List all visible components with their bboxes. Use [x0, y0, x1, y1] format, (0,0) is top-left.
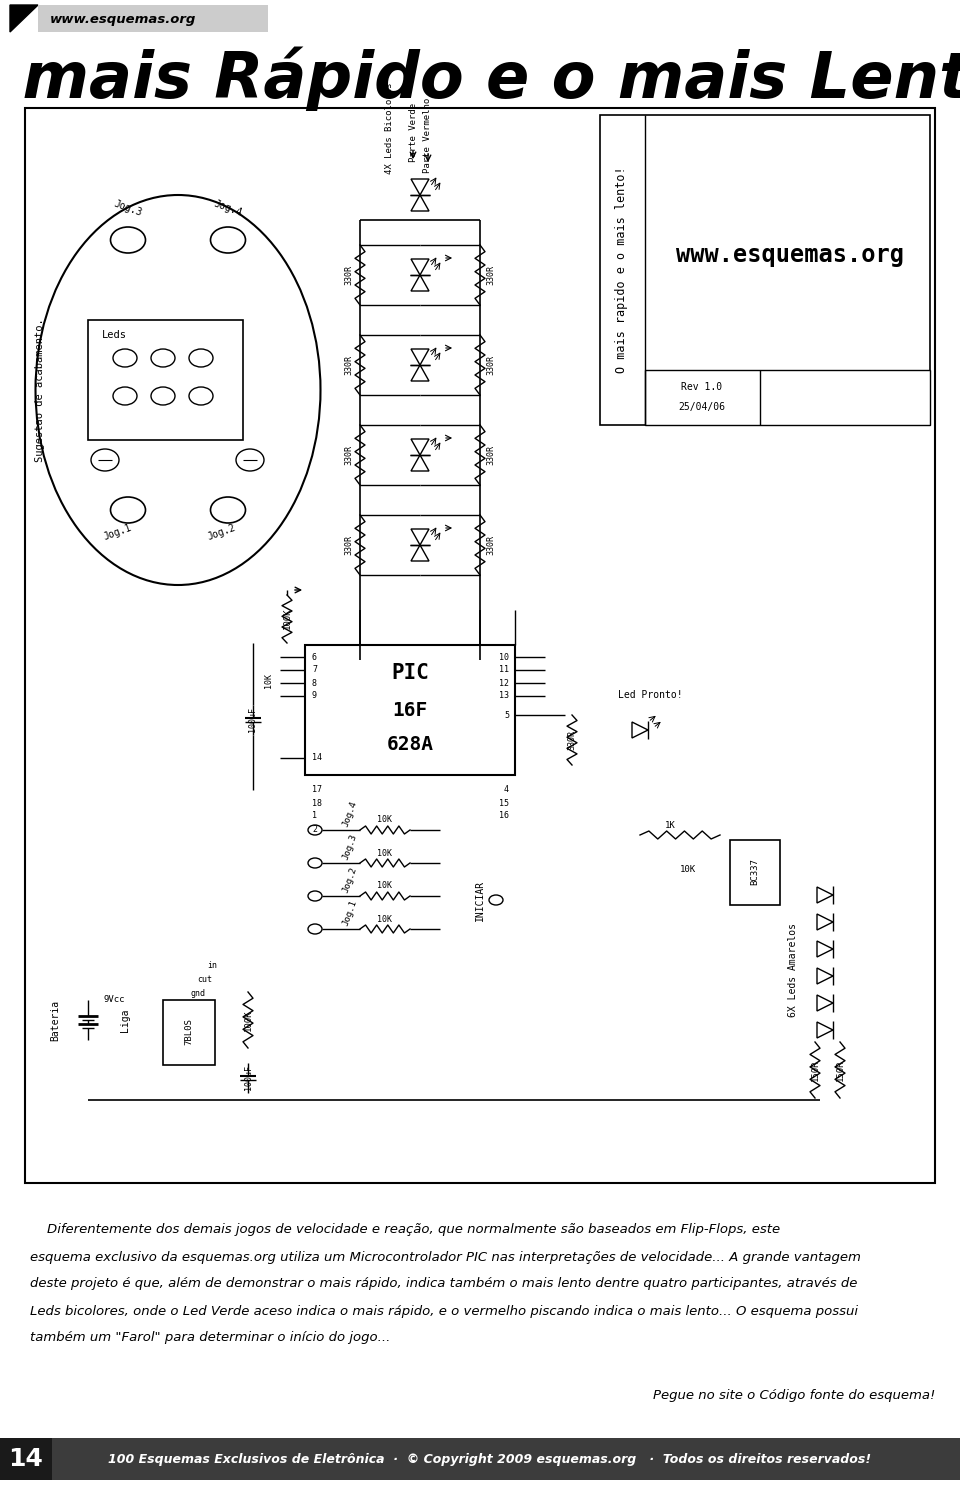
Text: 10K: 10K — [377, 882, 393, 891]
Text: O mais Rápido e o mais Lento: O mais Rápido e o mais Lento — [0, 46, 960, 111]
Text: Jog.2: Jog.2 — [341, 866, 359, 894]
Text: 9: 9 — [312, 692, 317, 701]
Text: 15: 15 — [499, 799, 509, 808]
Text: 16: 16 — [499, 811, 509, 821]
Text: PIC: PIC — [391, 662, 429, 683]
Text: 7: 7 — [312, 665, 317, 674]
Bar — [38, 4, 268, 33]
Text: Jog.3: Jog.3 — [112, 199, 143, 218]
Text: Jog.4: Jog.4 — [212, 199, 244, 218]
Bar — [25, 108, 935, 1184]
Text: Leds: Leds — [102, 330, 127, 340]
Text: Bateria: Bateria — [50, 999, 60, 1041]
Bar — [0, 1437, 960, 1481]
Text: 1: 1 — [312, 811, 317, 821]
Text: Jog.3: Jog.3 — [341, 833, 359, 861]
Text: BC337: BC337 — [751, 858, 759, 885]
Text: 330R: 330R — [567, 731, 577, 750]
Text: www.esquemas.org: www.esquemas.org — [50, 12, 197, 25]
Text: Jog.2: Jog.2 — [206, 523, 237, 542]
Text: 8: 8 — [312, 679, 317, 688]
Bar — [645, 370, 930, 425]
Text: Liga: Liga — [120, 1008, 130, 1032]
Text: 4: 4 — [504, 786, 509, 794]
Bar — [163, 999, 215, 1065]
Text: 330R: 330R — [345, 535, 353, 555]
Text: 1K: 1K — [664, 821, 676, 830]
Text: Jog.4: Jog.4 — [341, 800, 359, 829]
Text: 100uF: 100uF — [249, 707, 257, 732]
Text: Pegue no site o Código fonte do esquema!: Pegue no site o Código fonte do esquema! — [653, 1388, 935, 1402]
Bar — [88, 319, 243, 440]
Bar — [0, 1437, 52, 1481]
Text: 330R: 330R — [487, 535, 495, 555]
Text: 25/04/06: 25/04/06 — [679, 402, 726, 411]
Text: deste projeto é que, além de demonstrar o mais rápido, indica também o mais lent: deste projeto é que, além de demonstrar … — [30, 1277, 857, 1290]
Bar — [305, 644, 515, 775]
Text: Jog.1: Jog.1 — [103, 523, 133, 542]
Text: gnd: gnd — [190, 989, 205, 998]
Text: 10K: 10K — [263, 673, 273, 688]
Text: 100uF: 100uF — [244, 1066, 252, 1090]
Text: Parte Vermelho: Parte Vermelho — [423, 98, 433, 172]
Text: 10: 10 — [499, 652, 509, 661]
Text: Led Pronto!: Led Pronto! — [618, 691, 683, 699]
Text: 2: 2 — [312, 824, 317, 833]
Text: 4X Leds Bicolores: 4X Leds Bicolores — [386, 82, 395, 174]
Text: cut: cut — [198, 974, 212, 983]
Text: 330R: 330R — [345, 446, 353, 465]
Text: 6X Leds Amarelos: 6X Leds Amarelos — [788, 924, 798, 1017]
Text: 6: 6 — [312, 652, 317, 661]
Text: 14: 14 — [312, 753, 322, 762]
Bar — [730, 841, 780, 904]
Text: 16F: 16F — [393, 701, 427, 720]
Text: 5: 5 — [504, 710, 509, 720]
Text: também um "Farol" para determinar o início do jogo...: também um "Farol" para determinar o iníc… — [30, 1332, 391, 1344]
Bar — [600, 114, 930, 425]
Text: 10K: 10K — [680, 866, 696, 875]
Text: 150R: 150R — [810, 1059, 820, 1081]
Text: in: in — [207, 961, 217, 970]
Text: Leds bicolores, onde o Led Verde aceso indica o mais rápido, e o vermelho piscan: Leds bicolores, onde o Led Verde aceso i… — [30, 1304, 858, 1317]
Text: Sugestao de acabamento.: Sugestao de acabamento. — [35, 318, 45, 462]
Text: 13: 13 — [499, 692, 509, 701]
Text: O mais rapido e o mais lento!: O mais rapido e o mais lento! — [615, 166, 629, 373]
Text: Parte Verde: Parte Verde — [409, 102, 418, 162]
Text: esquema exclusivo da esquemas.org utiliza um Microcontrolador PIC nas interpreta: esquema exclusivo da esquemas.org utiliz… — [30, 1250, 861, 1264]
Text: 330R: 330R — [345, 355, 353, 376]
Text: Diferentemente dos demais jogos de velocidade e reação, que normalmente são base: Diferentemente dos demais jogos de veloc… — [30, 1224, 780, 1237]
Text: 150R: 150R — [835, 1059, 845, 1081]
Text: 100 Esquemas Exclusivos de Eletrônica  ·  © Copyright 2009 esquemas.org   ·  Tod: 100 Esquemas Exclusivos de Eletrônica · … — [108, 1452, 872, 1466]
Text: 330R: 330R — [487, 264, 495, 285]
Polygon shape — [10, 4, 38, 33]
Text: Jog.1: Jog.1 — [341, 898, 359, 927]
Text: 330R: 330R — [345, 264, 353, 285]
Text: 7BL0S: 7BL0S — [184, 1019, 194, 1045]
Text: 11: 11 — [499, 665, 509, 674]
Text: 330R: 330R — [487, 446, 495, 465]
Text: Rev 1.0: Rev 1.0 — [682, 382, 723, 392]
Text: 17: 17 — [312, 786, 322, 794]
Text: 10K: 10K — [377, 848, 393, 857]
Text: 100K: 100K — [244, 1010, 252, 1031]
Text: 628A: 628A — [387, 735, 434, 754]
Text: 9Vcc: 9Vcc — [103, 995, 125, 1004]
Text: 100K: 100K — [282, 607, 292, 628]
Text: 14: 14 — [9, 1446, 43, 1472]
Text: 12: 12 — [499, 679, 509, 688]
Text: INICIAR: INICIAR — [475, 879, 485, 921]
Text: 10K: 10K — [377, 815, 393, 824]
Text: 18: 18 — [312, 799, 322, 808]
Text: 330R: 330R — [487, 355, 495, 376]
Text: 10K: 10K — [377, 915, 393, 924]
Text: www.esquemas.org: www.esquemas.org — [676, 244, 904, 267]
